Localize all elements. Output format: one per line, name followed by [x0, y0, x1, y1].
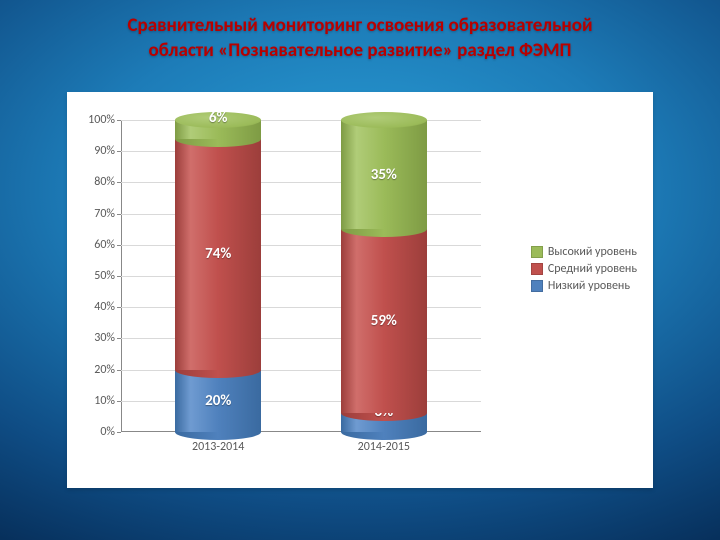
legend-label: Средний уровень — [548, 262, 637, 276]
y-tick-label: 60% — [94, 238, 115, 252]
y-tick-label: 20% — [94, 363, 115, 377]
legend-swatch — [531, 280, 543, 292]
y-tick-mark — [117, 151, 121, 152]
y-tick-mark — [117, 214, 121, 215]
bar-cylinder: 6%59%35% — [341, 120, 427, 432]
y-tick-label: 10% — [94, 394, 115, 408]
bar-segment-high: 35% — [341, 120, 427, 229]
y-tick-mark — [117, 401, 121, 402]
y-tick-mark — [117, 182, 121, 183]
plot-area: 0%10%20%30%40%50%60%70%80%90%100%20%74%6… — [121, 120, 481, 432]
bar-cylinder: 20%74%6% — [175, 120, 261, 432]
bar-segment-low: 6% — [341, 413, 427, 432]
y-tick-mark — [117, 338, 121, 339]
y-tick-mark — [117, 307, 121, 308]
y-tick-label: 40% — [94, 300, 115, 314]
y-tick-mark — [117, 245, 121, 246]
chart-container: 0%10%20%30%40%50%60%70%80%90%100%20%74%6… — [67, 92, 653, 488]
legend-label: Низкий уровень — [548, 279, 630, 293]
y-tick-label: 30% — [94, 331, 115, 345]
y-tick-label: 80% — [94, 175, 115, 189]
legend-item-mid: Средний уровень — [531, 262, 637, 276]
y-tick-label: 100% — [88, 113, 115, 127]
bar-segment-mid: 59% — [341, 229, 427, 413]
title-line-2: области «Познавательное развитие» раздел… — [148, 39, 571, 62]
y-tick-mark — [117, 276, 121, 277]
y-tick-label: 90% — [94, 144, 115, 158]
legend-label: Высокий уровень — [548, 245, 637, 259]
y-tick-mark — [117, 120, 121, 121]
y-tick-label: 50% — [94, 269, 115, 283]
y-tick-label: 70% — [94, 207, 115, 221]
title-line-1: Сравнительный мониторинг освоения образо… — [127, 14, 592, 37]
y-tick-label: 0% — [100, 425, 115, 439]
x-tick-label: 2014-2015 — [358, 440, 410, 454]
bar-segment-low: 20% — [175, 370, 261, 432]
legend-item-low: Низкий уровень — [531, 279, 637, 293]
y-tick-mark — [117, 370, 121, 371]
legend-item-high: Высокий уровень — [531, 245, 637, 259]
legend-swatch — [531, 263, 543, 275]
bar-segment-high: 6% — [175, 120, 261, 139]
x-tick-label: 2013-2014 — [192, 440, 244, 454]
legend: Высокий уровень Средний уровень Низкий уро… — [531, 242, 637, 296]
bar-segment-mid: 74% — [175, 139, 261, 370]
slide-background: Сравнительный мониторинг освоения образо… — [0, 0, 720, 540]
y-tick-mark — [117, 432, 121, 433]
legend-swatch — [531, 246, 543, 258]
slide-title: Сравнительный мониторинг освоения образо… — [0, 14, 720, 63]
